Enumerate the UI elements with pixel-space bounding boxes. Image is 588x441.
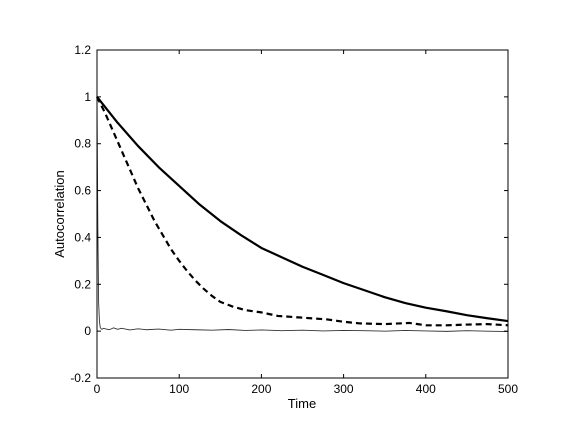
x-tick-label: 100 (169, 382, 189, 396)
x-axis-title: Time (288, 396, 316, 411)
y-tick-label: 0.8 (74, 137, 91, 151)
plot-area (97, 50, 508, 378)
y-tick-label: 1 (84, 90, 91, 104)
x-tick-label: 400 (416, 382, 436, 396)
series-layer (96, 96, 509, 333)
series-line-1 (96, 96, 509, 323)
y-tick-label: 1.2 (74, 43, 91, 57)
x-tick-label: 0 (94, 382, 101, 396)
ticks-layer: 0 100 200 300 400 500-0.200.20.40.60.811.2 (70, 43, 518, 396)
x-tick-label: 200 (251, 382, 271, 396)
y-tick-label: 0.4 (74, 230, 91, 244)
series-line-2 (96, 96, 509, 327)
plot-frame (96, 49, 509, 379)
series-line-3 (96, 96, 509, 333)
y-tick-label: -0.2 (70, 371, 91, 385)
y-tick-label: 0 (84, 324, 91, 338)
y-tick-label: 0.2 (74, 277, 91, 291)
y-axis-title: Autocorrelation (52, 170, 67, 257)
y-tick-label: 0.6 (74, 184, 91, 198)
x-tick-label: 500 (498, 382, 518, 396)
x-tick-label: 300 (334, 382, 354, 396)
